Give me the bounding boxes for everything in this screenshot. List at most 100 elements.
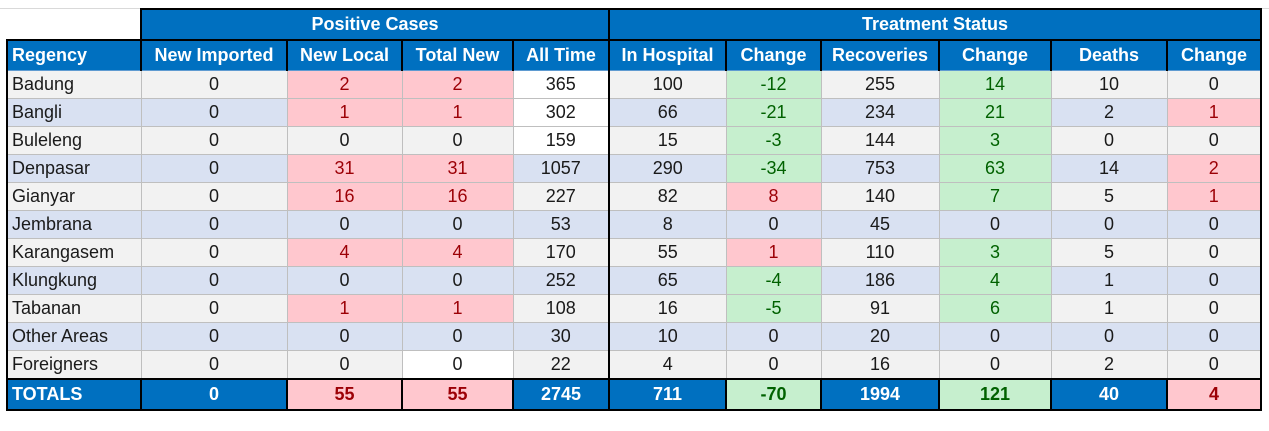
group-treatment-status[interactable]: Treatment Status: [608, 8, 1263, 41]
cell-deaths[interactable]: 1: [1050, 294, 1168, 323]
cell-new-local[interactable]: 16: [286, 182, 403, 211]
cell-in-hospital[interactable]: 8: [608, 210, 727, 239]
cell-regency[interactable]: Tabanan: [6, 294, 142, 323]
cell-change-hospital[interactable]: 0: [725, 322, 822, 351]
cell-recoveries[interactable]: 144: [820, 126, 940, 155]
cell-change-hospital[interactable]: -12: [725, 70, 822, 99]
cell-total-new[interactable]: 0: [401, 266, 514, 295]
cell-new-imported[interactable]: 0: [140, 238, 288, 267]
cell-new-local[interactable]: 2: [286, 70, 403, 99]
cell-in-hospital[interactable]: 711: [608, 378, 728, 411]
cell-new-local[interactable]: 0: [286, 210, 403, 239]
cell-change-hospital[interactable]: 1: [725, 238, 822, 267]
cell-new-imported[interactable]: 0: [140, 294, 288, 323]
header-change-recoveries[interactable]: Change: [938, 39, 1053, 71]
cell-new-imported[interactable]: 0: [140, 350, 288, 380]
cell-new-local[interactable]: 1: [286, 98, 403, 127]
cell-deaths[interactable]: 5: [1050, 182, 1168, 211]
cell-total-new[interactable]: 2: [401, 70, 514, 99]
cell-in-hospital[interactable]: 10: [608, 322, 727, 351]
cell-total-new[interactable]: 0: [401, 350, 514, 380]
header-in-hospital[interactable]: In Hospital: [608, 39, 728, 71]
cell-recoveries[interactable]: 16: [820, 350, 940, 380]
cell-deaths[interactable]: 5: [1050, 238, 1168, 267]
cell-total-new[interactable]: 55: [401, 378, 514, 411]
cell-in-hospital[interactable]: 66: [608, 98, 727, 127]
cell-change-recoveries[interactable]: 14: [938, 70, 1052, 99]
cell-regency[interactable]: TOTALS: [6, 378, 142, 411]
cell-change-deaths[interactable]: 1: [1166, 182, 1263, 211]
cell-regency[interactable]: Klungkung: [6, 266, 142, 295]
cell-recoveries[interactable]: 45: [820, 210, 940, 239]
cell-change-recoveries[interactable]: 0: [938, 210, 1052, 239]
cell-all-time[interactable]: 108: [512, 294, 610, 323]
cell-change-hospital[interactable]: -4: [725, 266, 822, 295]
cell-new-local[interactable]: 0: [286, 266, 403, 295]
cell-change-recoveries[interactable]: 3: [938, 238, 1052, 267]
cell-change-hospital[interactable]: -3: [725, 126, 822, 155]
cell-deaths[interactable]: 0: [1050, 210, 1168, 239]
cell-change-hospital[interactable]: 8: [725, 182, 822, 211]
cell-change-deaths[interactable]: 4: [1166, 378, 1263, 411]
cell-change-deaths[interactable]: 0: [1166, 266, 1263, 295]
cell-new-imported[interactable]: 0: [140, 210, 288, 239]
header-new-imported[interactable]: New Imported: [140, 39, 288, 71]
cell-in-hospital[interactable]: 16: [608, 294, 727, 323]
cell-regency[interactable]: Badung: [6, 70, 142, 99]
cell-change-hospital[interactable]: -34: [725, 154, 822, 183]
cell-all-time[interactable]: 227: [512, 182, 610, 211]
cell-all-time[interactable]: 30: [512, 322, 610, 351]
cell-new-local[interactable]: 0: [286, 126, 403, 155]
cell-all-time[interactable]: 159: [512, 126, 610, 155]
cell-total-new[interactable]: 1: [401, 294, 514, 323]
cell-in-hospital[interactable]: 100: [608, 70, 727, 99]
cell-regency[interactable]: Buleleng: [6, 126, 142, 155]
cell-change-deaths[interactable]: 0: [1166, 70, 1263, 99]
cell-new-imported[interactable]: 0: [140, 126, 288, 155]
cell-deaths[interactable]: 0: [1050, 126, 1168, 155]
cell-regency[interactable]: Bangli: [6, 98, 142, 127]
cell-total-new[interactable]: 0: [401, 126, 514, 155]
cell-all-time[interactable]: 365: [512, 70, 610, 99]
cell-change-recoveries[interactable]: 63: [938, 154, 1052, 183]
cell-new-imported[interactable]: 0: [140, 182, 288, 211]
cell-all-time[interactable]: 1057: [512, 154, 610, 183]
header-new-local[interactable]: New Local: [286, 39, 403, 71]
cell-total-new[interactable]: 31: [401, 154, 514, 183]
cell-all-time[interactable]: 2745: [511, 378, 611, 411]
cell-change-hospital[interactable]: -21: [725, 98, 822, 127]
cell-change-recoveries[interactable]: 6: [938, 294, 1052, 323]
cell-recoveries[interactable]: 20: [820, 322, 940, 351]
header-recoveries[interactable]: Recoveries: [820, 39, 941, 71]
cell-recoveries[interactable]: 91: [820, 294, 940, 323]
cell-recoveries[interactable]: 255: [820, 70, 940, 99]
cell-regency[interactable]: Foreigners: [6, 350, 142, 380]
cell-recoveries[interactable]: 140: [820, 182, 940, 211]
cell-new-imported[interactable]: 0: [140, 322, 288, 351]
cell-change-hospital[interactable]: 0: [725, 350, 822, 380]
cell-deaths[interactable]: 40: [1050, 378, 1169, 411]
cell-change-deaths[interactable]: 0: [1166, 350, 1263, 380]
cell-in-hospital[interactable]: 15: [608, 126, 727, 155]
cell-change-hospital[interactable]: -70: [725, 378, 823, 411]
cell-regency[interactable]: Denpasar: [6, 154, 142, 183]
cell-new-imported[interactable]: 0: [140, 266, 288, 295]
cell-change-deaths[interactable]: 0: [1166, 294, 1263, 323]
cell-in-hospital[interactable]: 65: [608, 266, 727, 295]
header-total-new[interactable]: Total New: [401, 39, 514, 71]
header-change-deaths[interactable]: Change: [1166, 39, 1263, 71]
cell-regency[interactable]: Gianyar: [6, 182, 142, 211]
cell-all-time[interactable]: 22: [512, 350, 610, 380]
cell-change-deaths[interactable]: 0: [1166, 210, 1263, 239]
cell-recoveries[interactable]: 110: [820, 238, 940, 267]
cell-deaths[interactable]: 2: [1050, 98, 1168, 127]
cell-new-local[interactable]: 31: [286, 154, 403, 183]
cell-deaths[interactable]: 2: [1050, 350, 1168, 380]
cell-new-local[interactable]: 55: [286, 378, 403, 411]
cell-total-new[interactable]: 1: [401, 98, 514, 127]
cell-change-recoveries[interactable]: 7: [938, 182, 1052, 211]
cell-change-recoveries[interactable]: 3: [938, 126, 1052, 155]
cell-in-hospital[interactable]: 290: [608, 154, 727, 183]
cell-change-deaths[interactable]: 2: [1166, 154, 1263, 183]
cell-all-time[interactable]: 252: [512, 266, 610, 295]
